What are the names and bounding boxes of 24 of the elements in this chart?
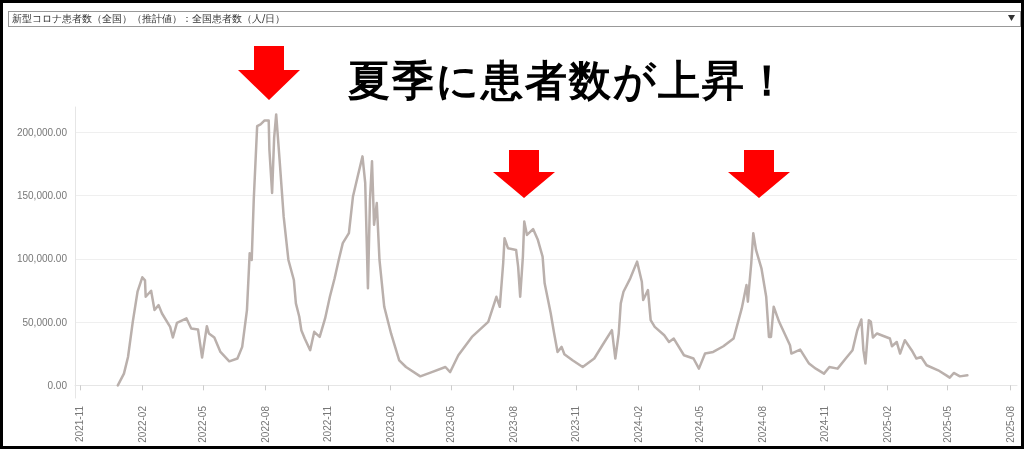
y-tick-label: 100,000.00 (16, 253, 68, 265)
x-tick-label: 2024-05 (694, 405, 706, 443)
y-tick-label: 0.00 (47, 379, 68, 391)
x-tick-label: 2023-02 (384, 405, 396, 443)
x-tick-label: 2025-08 (1004, 405, 1016, 443)
chart-title: 夏季に患者数が上昇！ (348, 55, 790, 107)
x-tick-label: 2021-11 (74, 405, 86, 442)
y-tick-label: 200,000.00 (16, 126, 68, 138)
x-tick-label: 2024-08 (756, 405, 768, 443)
x-tick-label: 2022-02 (136, 405, 148, 443)
x-tick-label: 2023-11 (570, 405, 582, 442)
x-tick-label: 2023-08 (507, 405, 519, 443)
x-tick-label: 2022-08 (259, 405, 271, 443)
x-tick-label: 2025-02 (881, 405, 893, 443)
x-tick-label: 2024-02 (632, 405, 644, 443)
y-tick-label: 150,000.00 (16, 190, 68, 202)
x-tick-label: 2022-05 (197, 405, 209, 443)
y-tick-label: 50,000.00 (22, 316, 68, 328)
x-tick-label: 2023-05 (445, 405, 457, 443)
x-tick-label: 2024-11 (819, 405, 831, 442)
x-tick-label: 2022-11 (322, 405, 334, 442)
chart-subtitle: 新型コロナ患者数（全国）（推計値）：全国患者数（人/日） (12, 13, 286, 24)
x-tick-label: 2025-05 (942, 405, 954, 443)
line-series (116, 113, 969, 387)
